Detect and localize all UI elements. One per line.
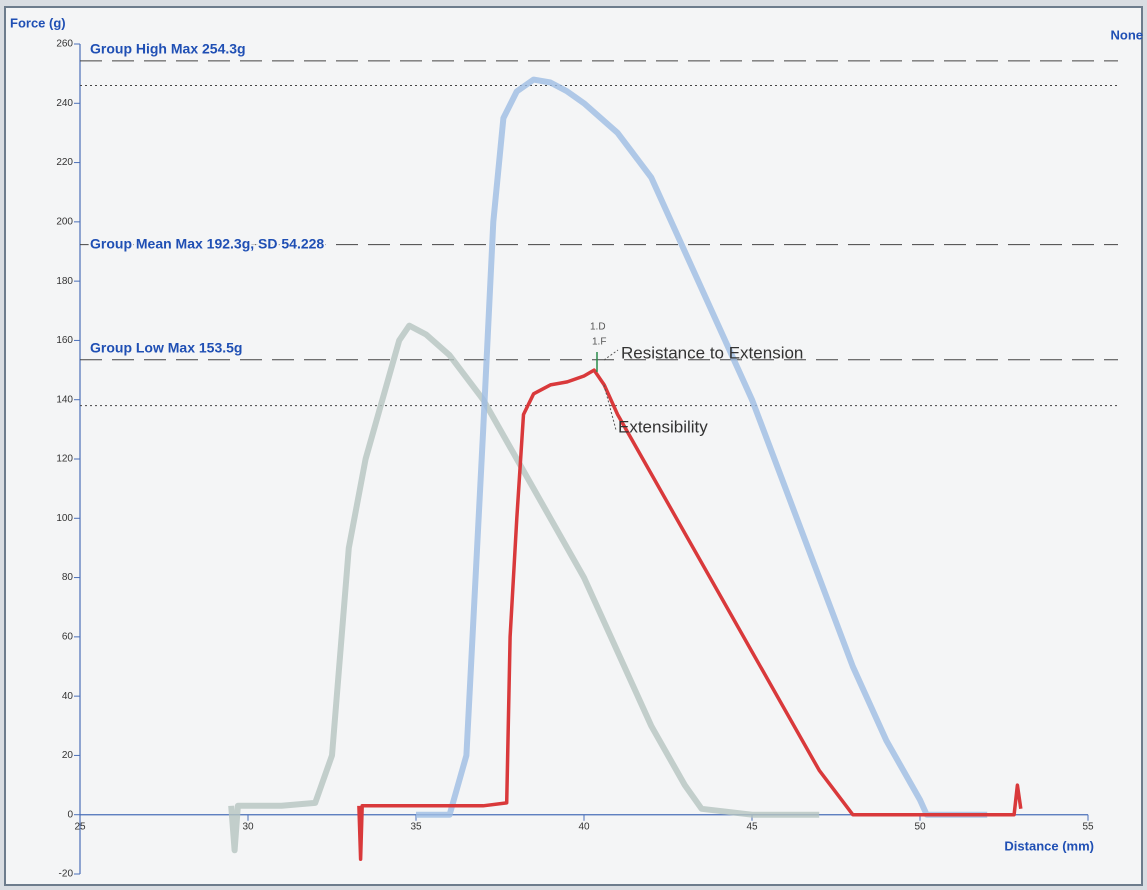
y-tick-label: 120 [56, 454, 73, 465]
series-line [228, 322, 820, 854]
y-tick-label: 240 [56, 98, 73, 109]
x-tick-label: 55 [1082, 821, 1094, 832]
annotation: 1.D [590, 322, 606, 333]
x-tick-label: 25 [74, 821, 86, 832]
y-tick-label: 40 [62, 691, 74, 702]
annotation: 1.F [592, 337, 606, 348]
annotation: Extensibility [618, 417, 708, 436]
y-tick-label: 60 [62, 631, 74, 642]
series-line [416, 76, 988, 818]
y-tick-label: 260 [56, 39, 73, 50]
y-tick-label: 80 [62, 572, 74, 583]
x-tick-label: 40 [578, 821, 590, 832]
y-tick-label: -20 [59, 869, 74, 880]
x-tick-label: 50 [914, 821, 926, 832]
leader [603, 349, 619, 361]
x-tick-label: 35 [410, 821, 422, 832]
y-tick-label: 220 [56, 157, 73, 168]
reference-label: Group Low Max 153.5g [90, 339, 242, 355]
y-tick-label: 200 [56, 216, 73, 227]
x-axis-title: Distance (mm) [1004, 838, 1094, 853]
annotation: Resistance to Extension [621, 343, 803, 362]
reference-label: Group High Max 254.3g [90, 41, 246, 57]
y-tick-label: 0 [67, 809, 73, 820]
reference-label: Group Mean Max 192.3g, SD 54.228 [90, 235, 324, 251]
y-tick-label: 20 [62, 750, 74, 761]
y-axis-title: Force (g) [10, 15, 66, 30]
y-tick-label: 160 [56, 335, 73, 346]
corner-text: None [1111, 27, 1144, 42]
y-tick-label: 140 [56, 394, 73, 405]
x-tick-label: 45 [746, 821, 758, 832]
y-tick-label: 100 [56, 513, 73, 524]
series-line [357, 368, 1023, 861]
y-tick-label: 180 [56, 276, 73, 287]
window-frame [4, 6, 1143, 886]
x-tick-label: 30 [242, 821, 254, 832]
